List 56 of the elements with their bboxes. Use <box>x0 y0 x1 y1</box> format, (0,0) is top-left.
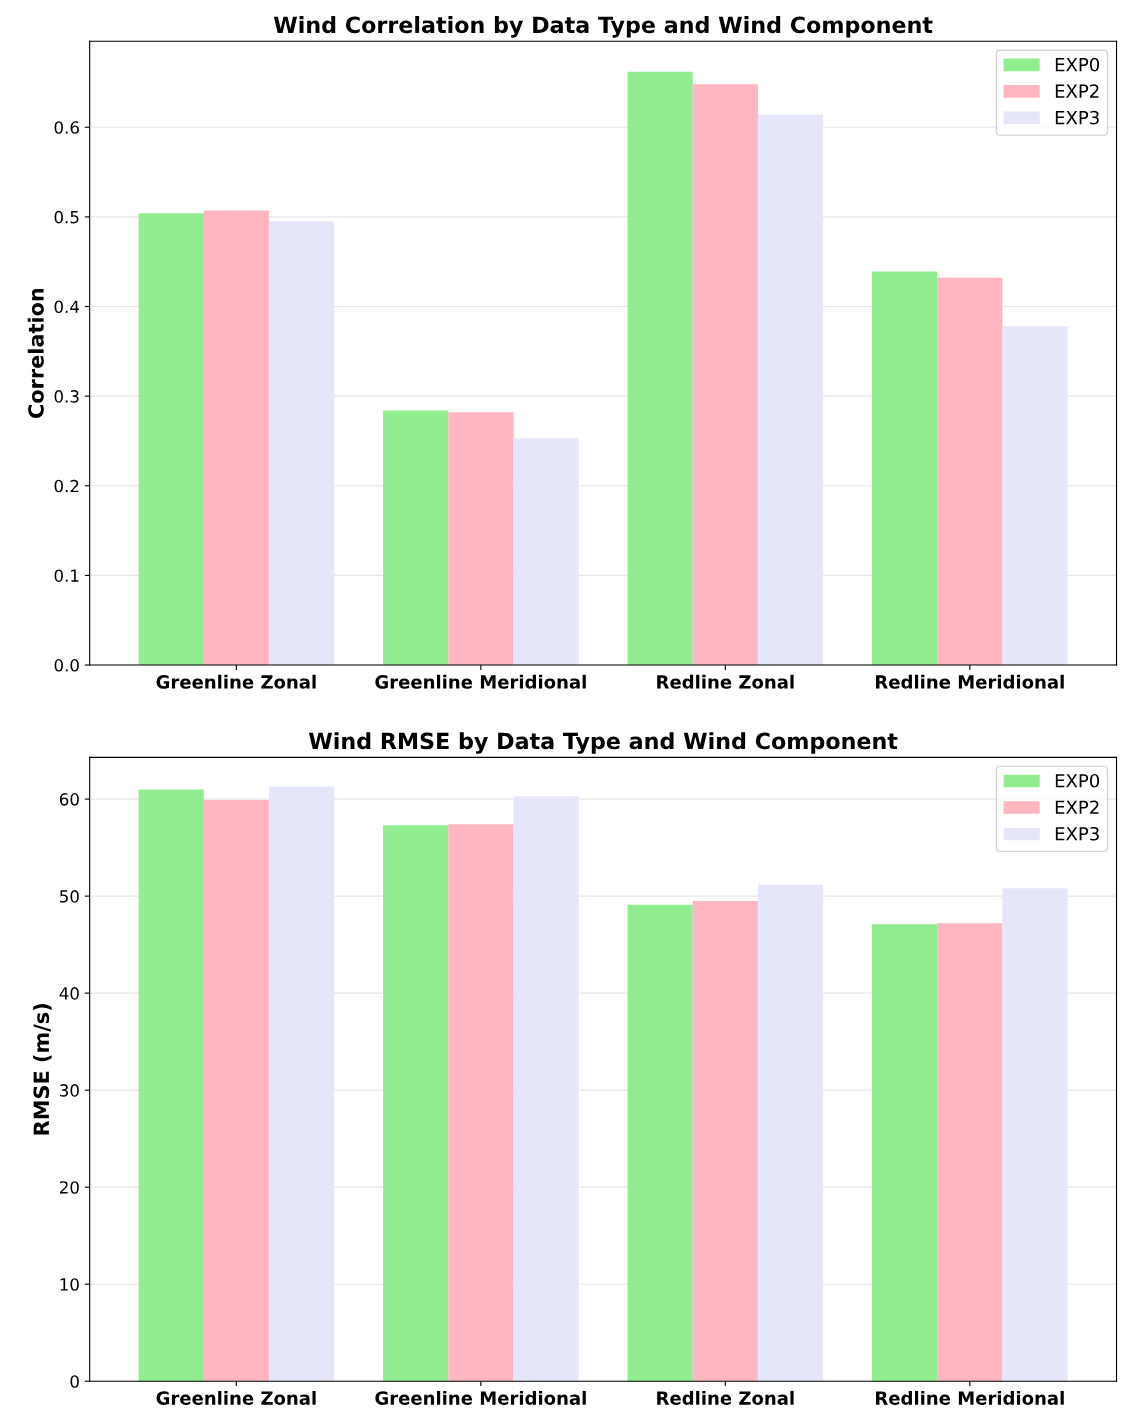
bar <box>692 84 758 666</box>
bar <box>627 71 693 666</box>
y-tick-label: 0.5 <box>54 210 79 224</box>
y-axis-title: RMSE (m/s) <box>33 1004 52 1135</box>
bar <box>448 412 514 666</box>
legend-label: EXP2 <box>1055 84 1099 98</box>
bar <box>203 210 269 666</box>
bar <box>383 410 449 666</box>
bar <box>937 923 1003 1382</box>
x-tick-label: Greenline Meridional <box>375 674 586 689</box>
bar <box>1002 326 1068 666</box>
bar <box>757 114 824 666</box>
y-tick-label: 0.2 <box>54 479 79 493</box>
bar <box>872 924 938 1382</box>
legend-label: EXP0 <box>1055 773 1100 788</box>
x-tick-label: Redline Meridional <box>876 674 1064 689</box>
bar <box>138 213 204 666</box>
bar <box>383 825 449 1382</box>
bar <box>627 904 693 1382</box>
bar <box>872 271 938 666</box>
y-tick-label: 0.0 <box>54 659 79 672</box>
bar <box>1002 888 1068 1382</box>
x-tick-label: Greenline Zonal <box>156 674 316 689</box>
bar <box>448 824 514 1382</box>
y-tick-label: 50 <box>60 890 79 903</box>
chart-title: Wind Correlation by Data Type and Wind Component <box>273 15 933 38</box>
x-tick-label: Redline Zonal <box>657 1390 794 1405</box>
x-tick-label: Greenline Zonal <box>156 1390 316 1405</box>
legend-label: EXP0 <box>1055 57 1100 72</box>
legend-label: EXP3 <box>1055 110 1099 125</box>
bar <box>268 786 335 1382</box>
legend-label: EXP3 <box>1055 826 1099 841</box>
legend-label: EXP2 <box>1055 800 1099 814</box>
bar <box>757 884 824 1382</box>
x-tick-label: Redline Meridional <box>876 1390 1064 1405</box>
bar <box>937 277 1003 666</box>
y-tick-label: 30 <box>60 1084 79 1097</box>
x-tick-label: Greenline Meridional <box>375 1390 586 1405</box>
y-tick-label: 0.6 <box>54 121 79 134</box>
bar <box>513 796 579 1382</box>
y-tick-label: 0.1 <box>54 569 79 582</box>
y-axis-title: Correlation <box>27 288 44 418</box>
y-tick-label: 0.3 <box>54 390 79 403</box>
bar <box>138 789 204 1382</box>
y-tick-label: 40 <box>59 987 79 1000</box>
y-tick-label: 10 <box>60 1278 79 1291</box>
y-tick-label: 60 <box>59 793 79 806</box>
chart-title: Wind RMSE by Data Type and Wind Component <box>308 732 898 754</box>
bar <box>513 438 579 666</box>
y-tick-label: 20 <box>59 1181 79 1194</box>
x-tick-label: Redline Zonal <box>657 674 794 689</box>
bar <box>203 800 269 1382</box>
y-tick-label: 0 <box>70 1375 79 1388</box>
bar <box>268 221 335 666</box>
bar <box>692 900 758 1382</box>
y-tick-label: 0.4 <box>54 300 80 314</box>
